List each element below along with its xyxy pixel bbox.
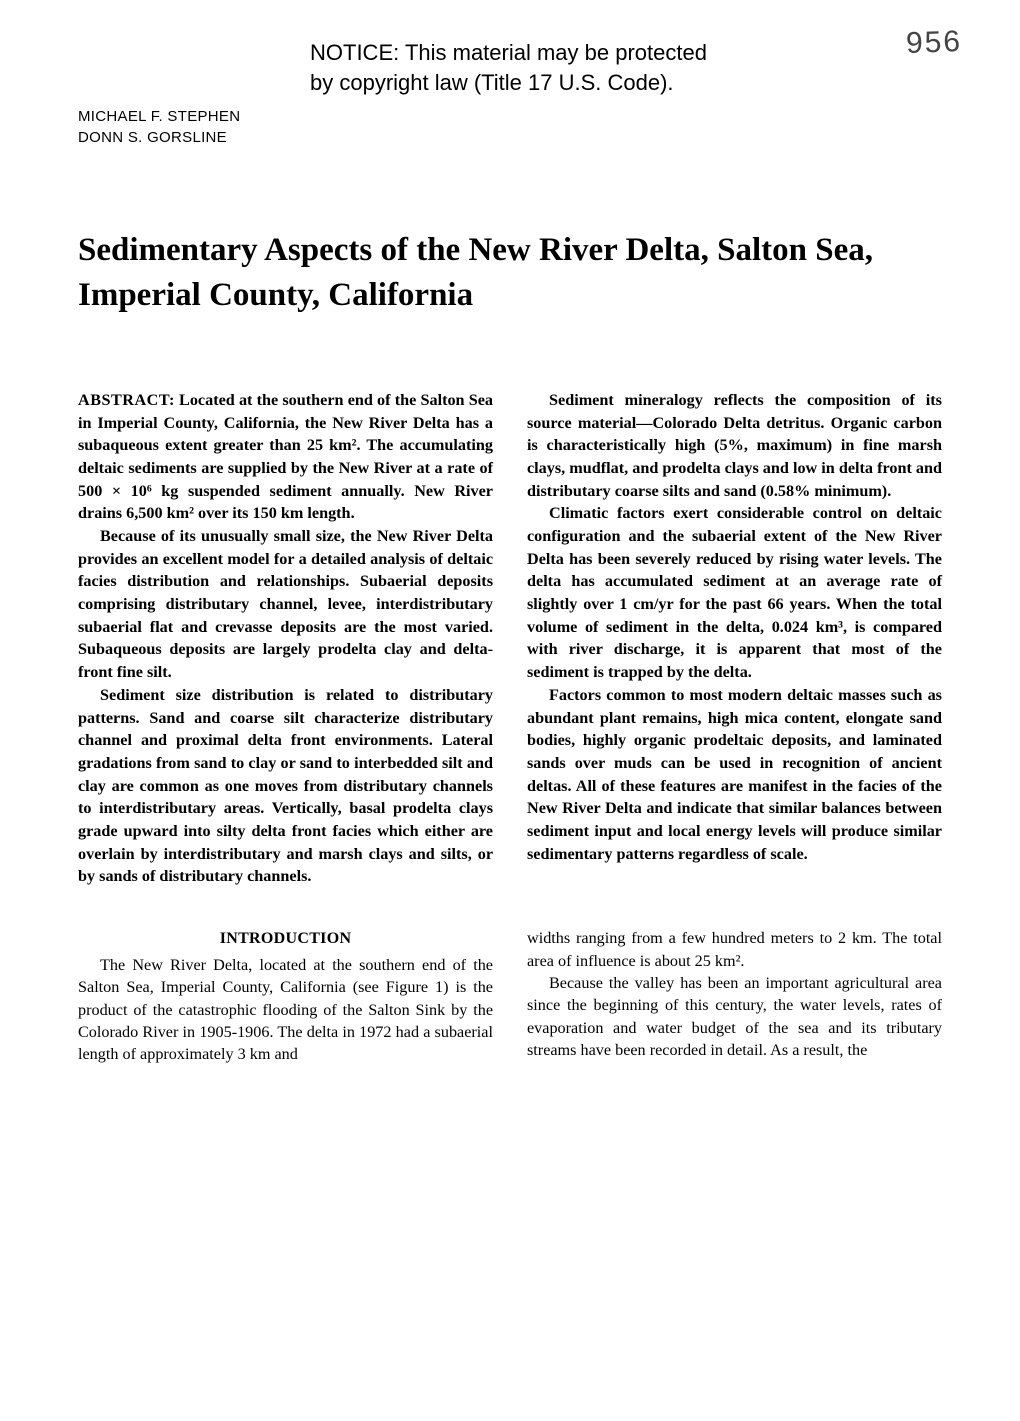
section-heading-introduction: INTRODUCTION [78,930,493,948]
abstract-paragraph: Factors common to most modern deltaic ma… [527,684,942,865]
copyright-notice: NOTICE: This material may be protected b… [310,38,730,97]
document-page: 956 NOTICE: This material may be protect… [0,0,1020,1421]
author-name: MICHAEL F. STEPHEN [78,106,240,127]
two-column-layout: ABSTRACT: Located at the southern end of… [78,389,942,1066]
abstract-paragraph: Sediment size distribution is related to… [78,684,493,888]
abstract-left: ABSTRACT: Located at the southern end of… [78,389,493,888]
abstract-paragraph: ABSTRACT: Located at the southern end of… [78,389,493,525]
paper-title: Sedimentary Aspects of the New River Del… [78,228,942,317]
handwritten-page-number: 956 [905,25,962,61]
introduction-left: The New River Delta, located at the sout… [78,954,493,1066]
introduction-right: widths ranging from a few hundred meters… [527,927,942,1061]
abstract-paragraph: Because of its unusually small size, the… [78,525,493,684]
body-paragraph: The New River Delta, located at the sout… [78,954,493,1066]
abstract-paragraph: Climatic factors exert considerable cont… [527,502,942,683]
abstract-right: Sediment mineralogy reflects the composi… [527,389,942,865]
body-paragraph: widths ranging from a few hundred meters… [527,927,942,972]
abstract-lead: ABSTRACT: [78,391,175,409]
author-name: DONN S. GORSLINE [78,127,240,148]
column-left: ABSTRACT: Located at the southern end of… [78,389,493,1066]
abstract-paragraph: Sediment mineralogy reflects the composi… [527,389,942,502]
column-spacer [527,865,942,927]
author-block: MICHAEL F. STEPHEN DONN S. GORSLINE [78,106,240,148]
abstract-text: Located at the southern end of the Salto… [78,391,493,522]
column-right: Sediment mineralogy reflects the composi… [527,389,942,1066]
body-paragraph: Because the valley has been an important… [527,972,942,1061]
